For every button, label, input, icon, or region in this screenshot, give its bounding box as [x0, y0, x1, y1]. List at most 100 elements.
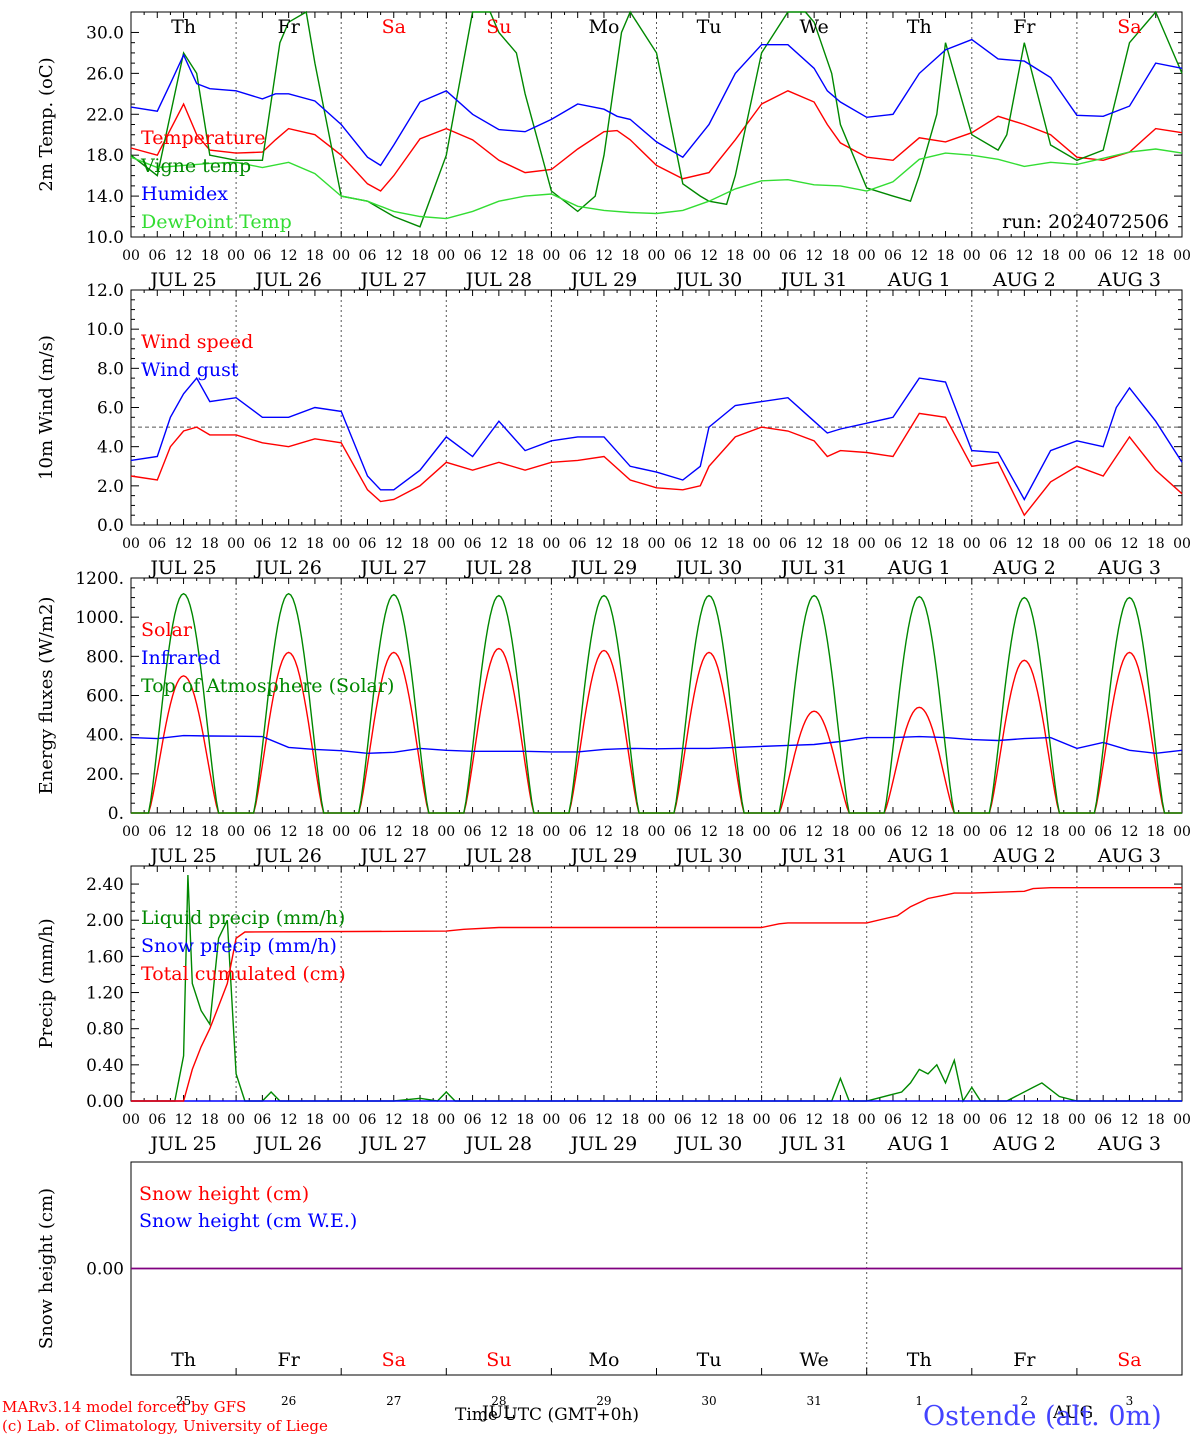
y-tick-label: 2.40 — [86, 875, 124, 895]
y-tick-label: 600. — [86, 687, 124, 707]
date-label: JUL 29 — [569, 269, 637, 291]
weekday-label: Tu — [697, 16, 722, 38]
hour-tick-label: 00 — [963, 248, 981, 264]
day-number-label: 25 — [176, 1394, 191, 1408]
legend-entry: Snow height (cm) — [139, 1183, 309, 1205]
model-credit-line-2: (c) Lab. of Climatology, University of L… — [2, 1417, 328, 1435]
legend-entry: Solar — [141, 619, 193, 641]
hour-tick-label: 12 — [1121, 536, 1139, 552]
hour-tick-label: 00 — [227, 1112, 245, 1128]
series-line-infrared — [130, 734, 1183, 755]
date-label: AUG 1 — [887, 557, 951, 579]
hour-tick-label: 12 — [805, 824, 823, 840]
hour-tick-label: 06 — [989, 248, 1007, 264]
y-tick-label: 22.0 — [86, 105, 124, 125]
hour-tick-label: 12 — [805, 536, 823, 552]
y-axis-title: Energy fluxes (W/m2) — [36, 597, 57, 795]
hour-tick-label: 12 — [385, 824, 403, 840]
date-label: JUL 30 — [674, 845, 742, 867]
hour-tick-label: 12 — [700, 1112, 718, 1128]
hour-tick-label: 00 — [437, 536, 455, 552]
hour-tick-label: 06 — [569, 1112, 587, 1128]
y-tick-label: 1.60 — [86, 947, 124, 967]
hour-tick-label: 00 — [437, 824, 455, 840]
legend-entry: DewPoint Temp — [141, 211, 292, 233]
hour-tick-label: 12 — [700, 824, 718, 840]
hour-tick-label: 18 — [201, 536, 219, 552]
hour-tick-label: 18 — [1042, 1112, 1060, 1128]
weekday-label: Th — [171, 16, 196, 38]
date-label: JUL 28 — [464, 1133, 532, 1155]
weekday-label: Sa — [382, 16, 406, 38]
hour-tick-label: 06 — [674, 248, 692, 264]
weekday-label: We — [800, 1349, 829, 1371]
hour-tick-label: 18 — [201, 248, 219, 264]
y-tick-label: 30.0 — [86, 23, 124, 43]
y-tick-label: 1000. — [75, 608, 124, 628]
y-axis-title: Snow height (cm) — [36, 1188, 57, 1349]
weekday-label: Sa — [1117, 16, 1141, 38]
hour-tick-label: 00 — [227, 536, 245, 552]
date-label: JUL 25 — [148, 1133, 216, 1155]
hour-tick-label: 06 — [569, 824, 587, 840]
hour-tick-label: 18 — [306, 824, 324, 840]
hour-tick-label: 06 — [359, 824, 377, 840]
hour-tick-label: 18 — [1042, 248, 1060, 264]
series-line-total-cumulated-cm- — [131, 887, 1182, 1102]
hour-tick-label: 06 — [674, 536, 692, 552]
hour-tick-label: 06 — [569, 536, 587, 552]
weekday-label: Th — [907, 16, 932, 38]
weekday-label: Su — [486, 1349, 511, 1371]
day-number-label: 1 — [915, 1394, 923, 1408]
y-tick-label: 2.00 — [86, 911, 124, 931]
series-line-top-of-atmosphere-solar- — [131, 592, 1182, 814]
hour-tick-label: 12 — [910, 1112, 928, 1128]
hour-tick-label: 18 — [726, 248, 744, 264]
day-number-label: 29 — [596, 1394, 611, 1408]
hour-tick-label: 12 — [1121, 248, 1139, 264]
hour-tick-label: 12 — [490, 824, 508, 840]
y-tick-label: 4.0 — [97, 438, 124, 458]
station-label: Ostende (alt. 0m) — [923, 1401, 1162, 1432]
hour-tick-label: 00 — [963, 824, 981, 840]
date-label: AUG 2 — [992, 269, 1056, 291]
hour-tick-label: 18 — [726, 1112, 744, 1128]
hour-tick-label: 00 — [858, 248, 876, 264]
hour-tick-label: 18 — [937, 536, 955, 552]
date-label: JUL 27 — [359, 557, 427, 579]
y-tick-label: 6.0 — [97, 399, 124, 419]
hour-tick-label: 00 — [542, 248, 560, 264]
hour-tick-label: 00 — [753, 536, 771, 552]
hour-tick-label: 18 — [201, 1112, 219, 1128]
hour-tick-label: 00 — [648, 1112, 666, 1128]
weekday-label: Fr — [278, 1349, 301, 1371]
weekday-label: Mo — [588, 1349, 619, 1371]
date-label: AUG 1 — [887, 1133, 951, 1155]
hour-tick-label: 12 — [595, 248, 613, 264]
hour-tick-label: 06 — [253, 248, 271, 264]
hour-tick-label: 18 — [832, 536, 850, 552]
date-label: JUL 25 — [148, 845, 216, 867]
y-tick-label: 14.0 — [86, 187, 124, 207]
hour-tick-label: 18 — [937, 1112, 955, 1128]
date-label: JUL 26 — [253, 845, 321, 867]
hour-tick-label: 18 — [621, 536, 639, 552]
panel-3: 00 06 12 18 00 06 12 18 00 06 12 18 00 06 12 18 00 06 12 18… — [36, 569, 1191, 867]
hour-tick-label: 12 — [385, 536, 403, 552]
hour-tick-label: 00 — [963, 1112, 981, 1128]
series-line-dewpoint-temp — [130, 148, 1183, 220]
hour-tick-label: 18 — [1147, 824, 1165, 840]
hour-tick-label: 06 — [884, 1112, 902, 1128]
date-label: JUL 29 — [569, 1133, 637, 1155]
weekday-label: Tu — [697, 1349, 722, 1371]
y-tick-label: 0.80 — [86, 1020, 124, 1040]
hour-tick-label: 12 — [1121, 1112, 1139, 1128]
y-tick-label: 10.0 — [86, 320, 124, 340]
hour-tick-label: 00 — [122, 248, 140, 264]
date-label: JUL 28 — [464, 845, 532, 867]
date-label: JUL 28 — [464, 557, 532, 579]
weekday-label: Fr — [1013, 16, 1036, 38]
date-label: AUG 2 — [992, 557, 1056, 579]
hour-tick-label: 12 — [175, 824, 193, 840]
